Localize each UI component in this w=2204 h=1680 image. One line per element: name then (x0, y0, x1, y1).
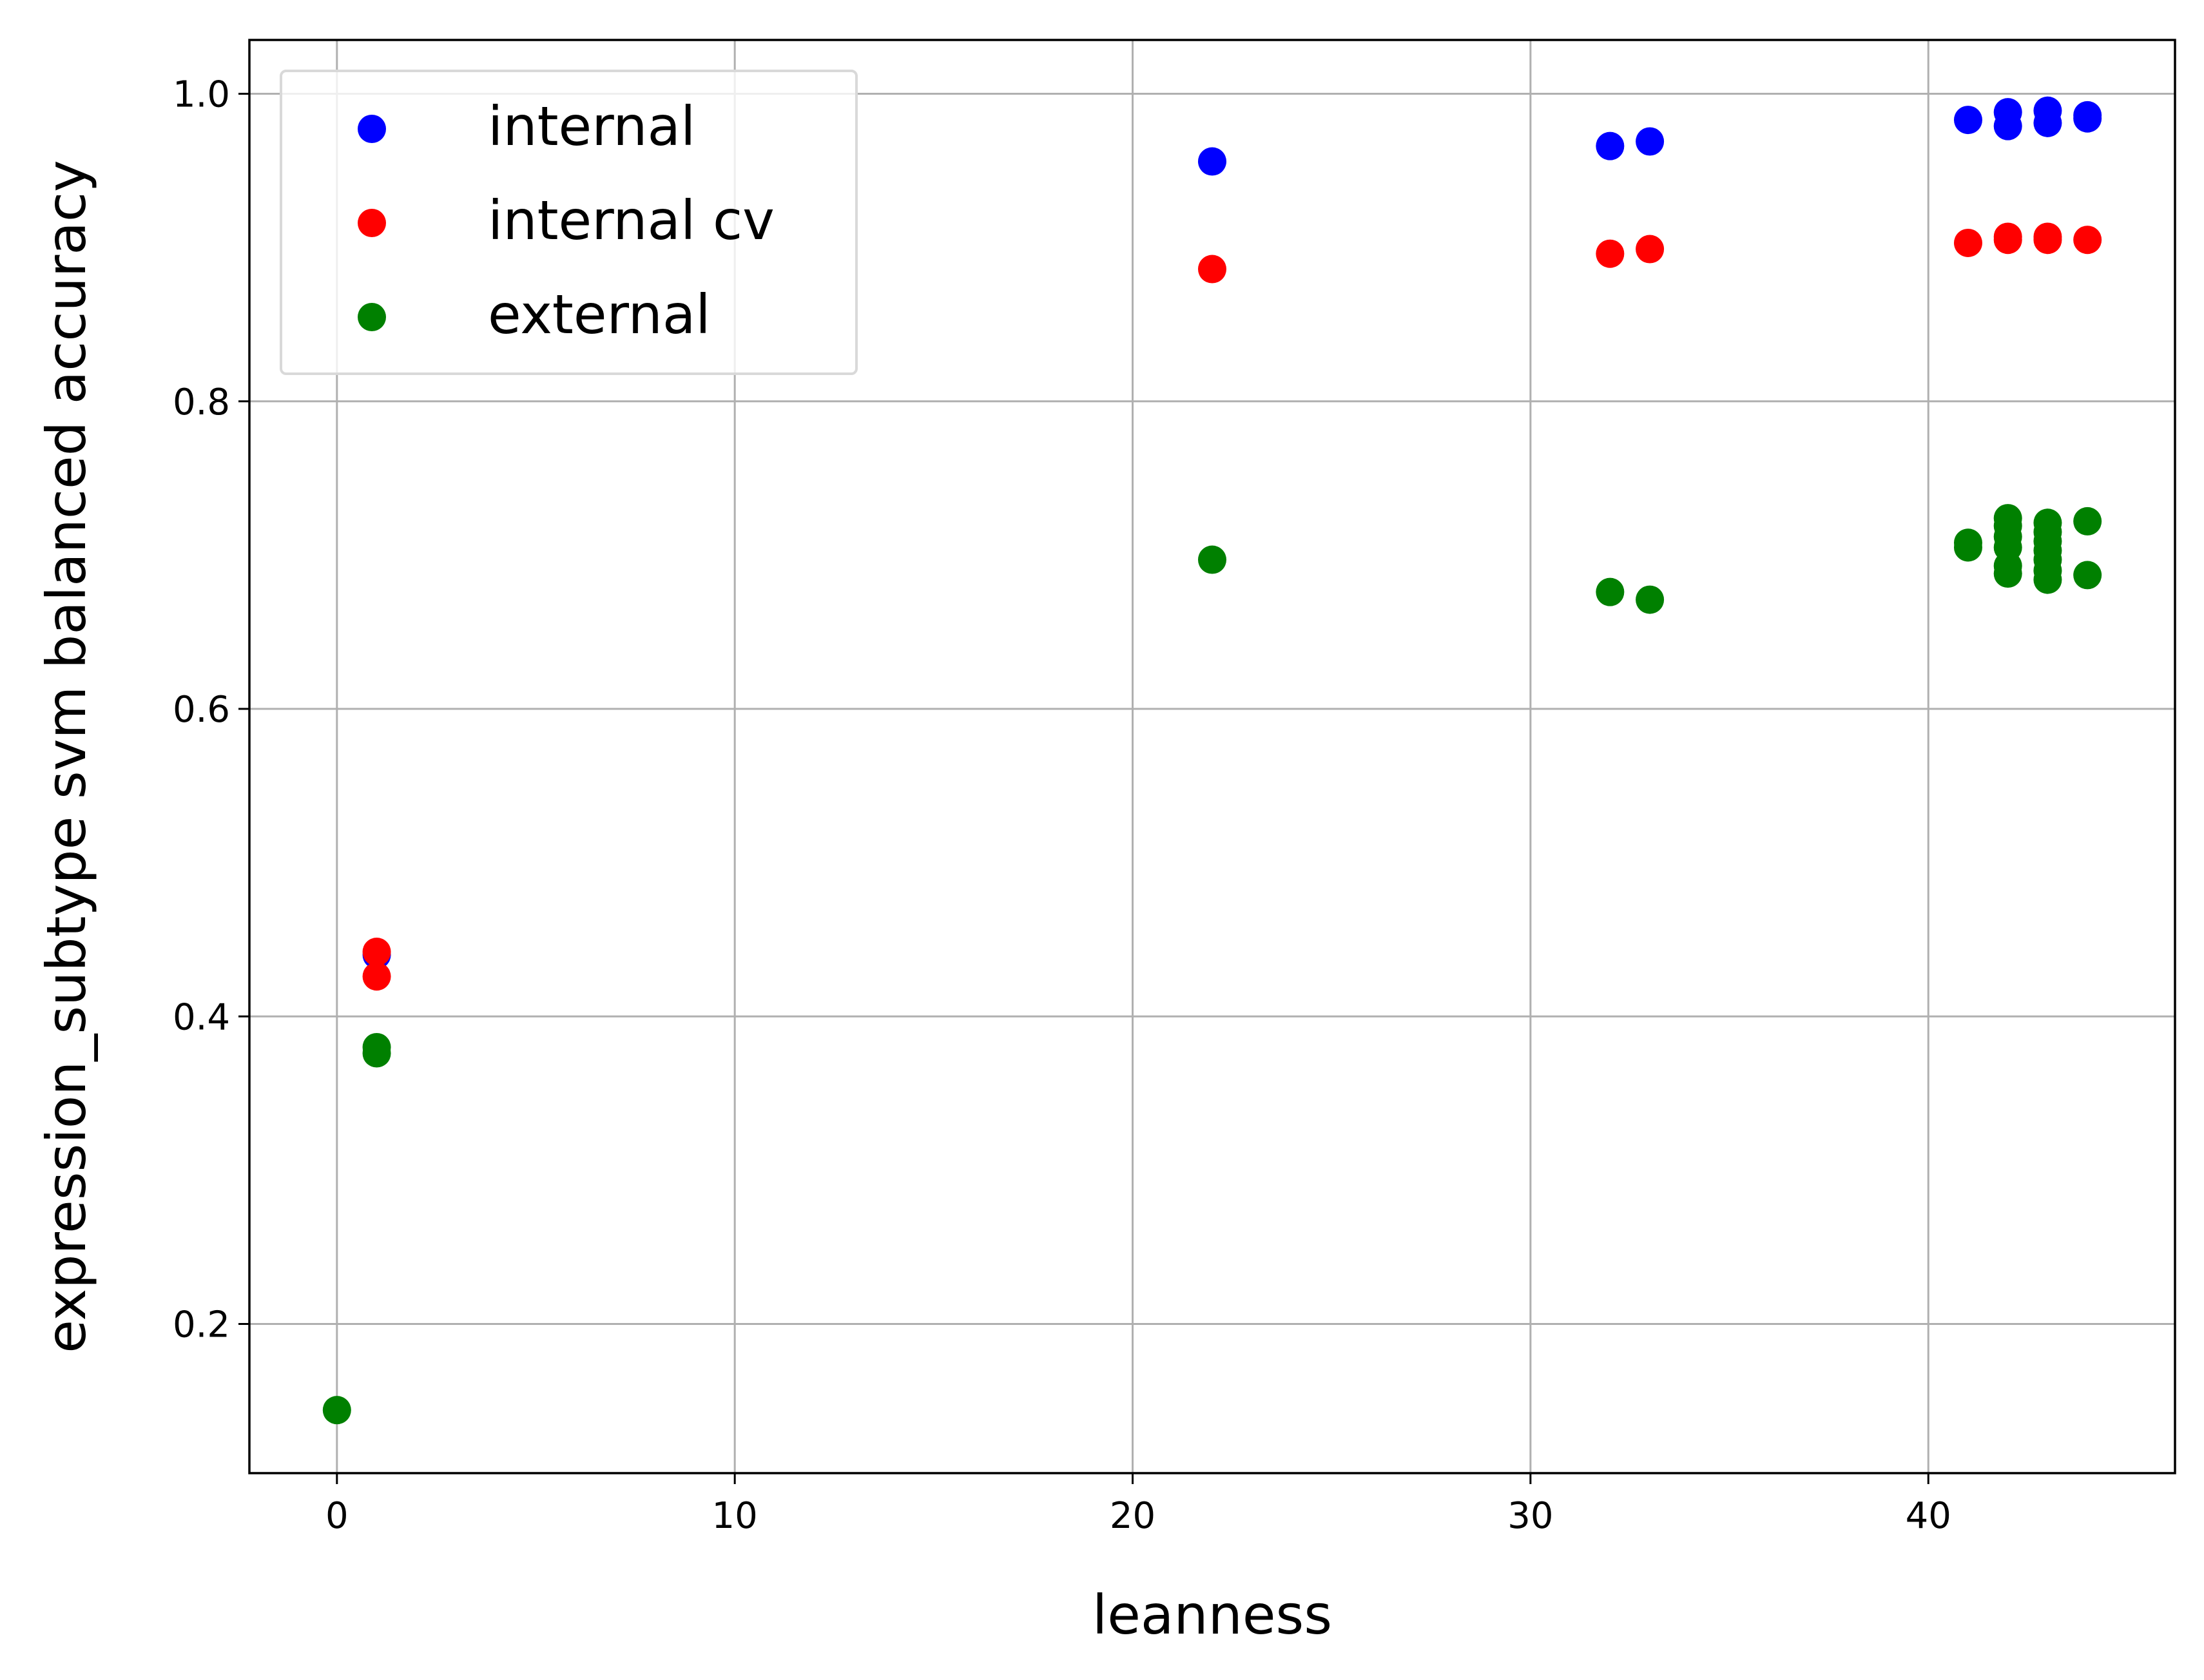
x-tick-label: 0 (325, 1495, 349, 1537)
x-tick-label: 20 (1110, 1495, 1155, 1537)
data-point-internal-cv (1596, 239, 1625, 268)
data-point-external (2073, 507, 2102, 536)
y-tick-label: 1.0 (173, 74, 230, 116)
x-tick-label: 40 (1906, 1495, 1951, 1537)
data-point-internal (2033, 96, 2062, 125)
data-point-internal (2073, 101, 2102, 130)
x-tick-label: 10 (712, 1495, 758, 1537)
data-point-external (1636, 585, 1665, 614)
data-point-internal-cv (1953, 228, 1982, 257)
data-point-external (1198, 545, 1226, 574)
series-external (322, 504, 2102, 1425)
x-tick-label: 30 (1507, 1495, 1553, 1537)
legend-label-internal: internal (488, 95, 695, 158)
data-point-external (322, 1396, 351, 1425)
data-point-external (1993, 504, 2022, 533)
data-point-external (1953, 528, 1982, 557)
legend-marker-internal (358, 115, 386, 143)
legend-marker-external (358, 303, 386, 331)
plot-frame (248, 39, 2176, 1474)
data-point-external (2073, 561, 2102, 590)
legend-box (280, 70, 858, 375)
data-point-internal-cv (2073, 226, 2102, 255)
data-point-internal-cv (362, 938, 391, 967)
y-tick-label: 0.2 (173, 1304, 230, 1346)
data-point-internal-cv (362, 962, 391, 991)
data-point-internal (1596, 131, 1625, 160)
data-point-internal (1636, 127, 1665, 156)
data-point-external (1596, 577, 1625, 606)
data-point-internal-cv (1993, 222, 2022, 251)
axis-ticks: 0 10 20 30 40 0.2 0.4 0.6 0.8 1.0 (173, 74, 1951, 1537)
data-point-external (362, 1039, 391, 1068)
series-internal-cv (362, 222, 2102, 991)
data-point-internal (1198, 147, 1226, 176)
data-point-external (2033, 508, 2062, 537)
legend-marker-internal-cv (358, 209, 386, 237)
data-point-internal-cv (1636, 235, 1665, 264)
data-point-internal (1953, 106, 1982, 135)
grid-lines (249, 40, 2175, 1473)
data-point-internal (1993, 98, 2022, 127)
legend-label-internal-cv: internal cv (488, 189, 775, 252)
x-axis-label: leanness (1092, 1583, 1332, 1646)
data-point-internal-cv (2033, 222, 2062, 251)
y-tick-label: 0.4 (173, 996, 230, 1038)
y-tick-label: 0.8 (173, 381, 230, 423)
y-axis-label: expression_subtype svm balanced accuracy (35, 160, 98, 1353)
data-points (322, 96, 2102, 1425)
legend: internal internal cv external (280, 70, 858, 375)
legend-label-external: external (488, 283, 711, 346)
y-tick-label: 0.6 (173, 689, 230, 731)
data-point-internal-cv (1198, 255, 1226, 284)
